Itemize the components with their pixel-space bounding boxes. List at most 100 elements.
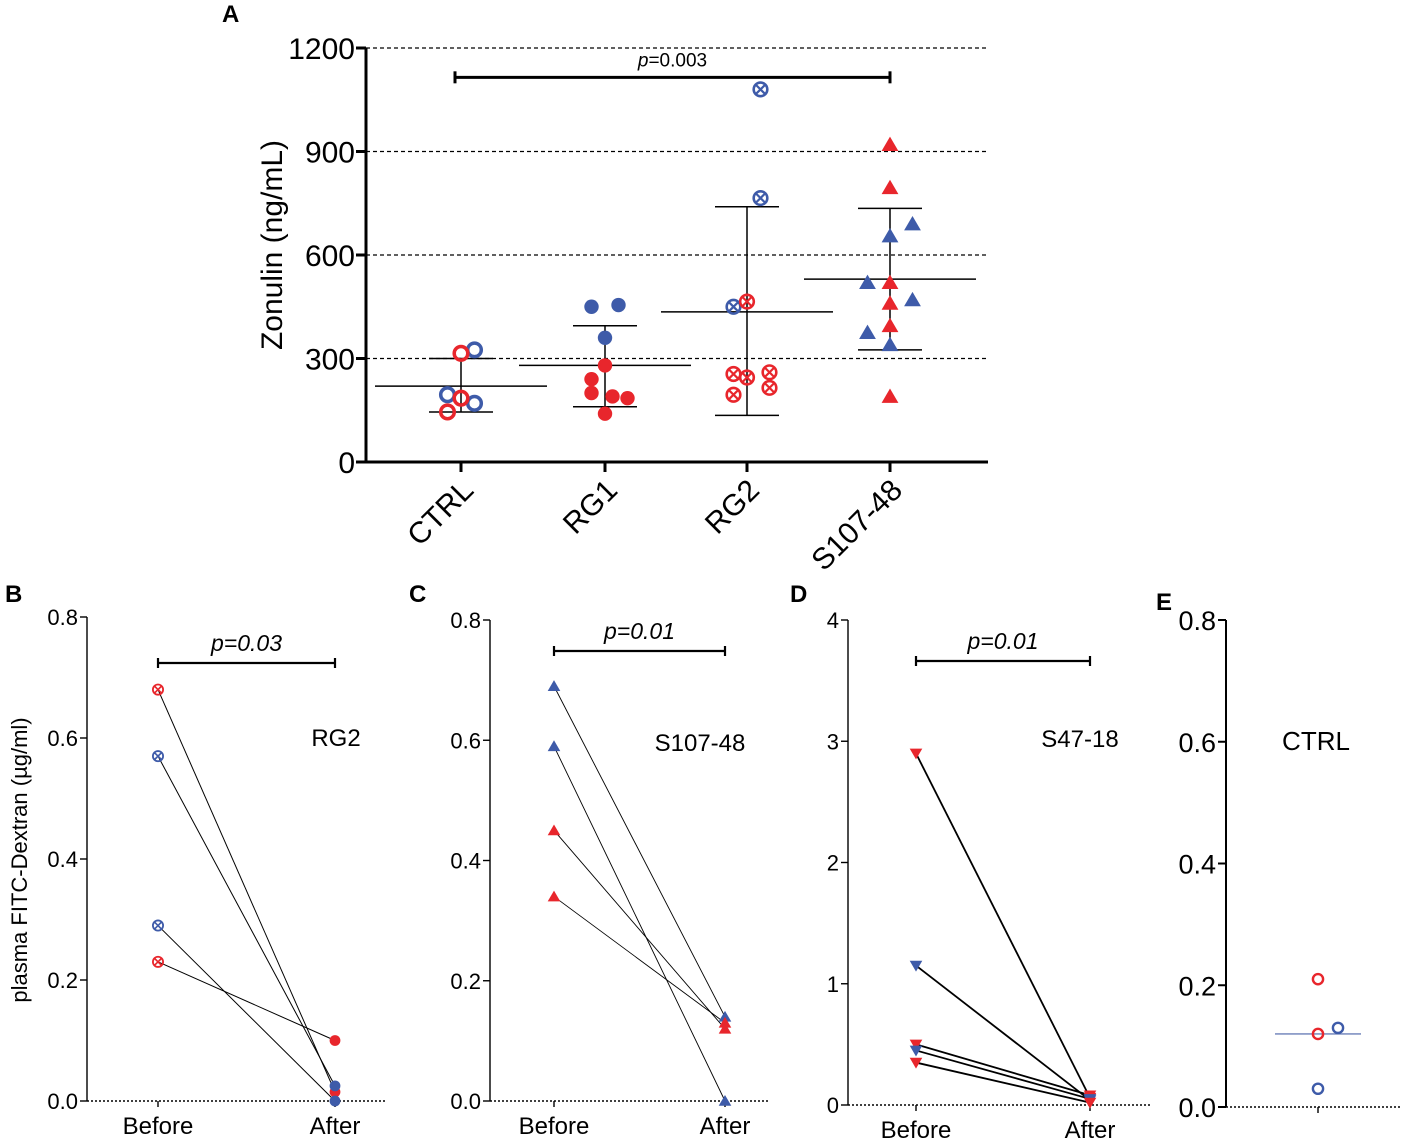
data-point-after xyxy=(330,1035,341,1046)
x-tick-label: Before xyxy=(519,1113,590,1140)
data-point xyxy=(882,318,899,332)
triangle-up-marker xyxy=(548,891,561,902)
x-tick-label: RG2 xyxy=(699,474,766,541)
triangle-up-marker xyxy=(882,337,899,351)
panel-d: D 0 1 2 3 4 Before After p=0.01 S47-18 xyxy=(790,581,1150,1143)
data-point-before xyxy=(153,920,163,930)
x-tick-label: After xyxy=(310,1113,361,1140)
data-point xyxy=(468,397,482,411)
y-tick-label: 1 xyxy=(827,972,839,997)
panel-c: C 0.00.20.40.60.8Before Afterp=0.01S107-4… xyxy=(409,581,768,1140)
triangle-up-marker xyxy=(882,180,899,194)
y-tick-label: 0.0 xyxy=(47,1089,78,1114)
x-tick-label: Before xyxy=(881,1117,952,1143)
panel-b-ylabel: plasma FITC-Dextran (µg/ml) xyxy=(7,717,32,1002)
group-label: S47-18 xyxy=(1041,726,1118,753)
data-point xyxy=(468,343,482,357)
open-circle-marker xyxy=(441,388,455,402)
data-point xyxy=(1313,974,1323,984)
data-point xyxy=(1313,1084,1323,1094)
data-point xyxy=(882,275,899,289)
group-label: S107-48 xyxy=(655,730,746,757)
panel-a: A Zonulin (ng/mL) 0 300 600 900 1200 CTRL RG1… xyxy=(222,1,988,577)
triangle-up-marker xyxy=(882,228,899,242)
triangle-down-marker xyxy=(1084,1098,1097,1109)
y-tick-label: 300 xyxy=(305,344,355,377)
y-tick-label: 0.8 xyxy=(450,608,481,633)
data-point-after xyxy=(719,1095,732,1106)
x-tick-label: Before xyxy=(123,1113,194,1140)
triangle-up-marker xyxy=(882,318,899,332)
open-circle-marker xyxy=(1313,1084,1323,1094)
panel-letter-c: C xyxy=(409,581,426,608)
series-line xyxy=(158,690,335,1092)
data-point-before xyxy=(153,957,163,967)
triangle-up-marker xyxy=(859,275,876,289)
filled-circle-marker xyxy=(330,1080,341,1091)
data-point xyxy=(754,83,768,97)
y-tick-label: 600 xyxy=(305,240,355,273)
series-line xyxy=(158,756,335,1086)
filled-circle-marker xyxy=(598,407,612,421)
x-tick-label: CTRL xyxy=(401,474,480,553)
y-tick-label: 4 xyxy=(827,608,839,633)
y-tick-label: 0.2 xyxy=(1178,971,1216,1001)
data-point xyxy=(882,137,899,151)
data-point-after xyxy=(330,1096,341,1107)
data-point-before xyxy=(910,749,923,760)
series-line xyxy=(158,962,335,1041)
data-point xyxy=(598,331,612,345)
significance-label: p=0.003 xyxy=(637,50,707,71)
x-tick-label: RG1 xyxy=(557,474,624,541)
data-point xyxy=(441,388,455,402)
triangle-up-marker xyxy=(882,295,899,309)
y-tick-label: 1200 xyxy=(288,33,355,66)
data-point xyxy=(882,295,899,309)
triangle-up-marker xyxy=(719,1095,732,1106)
data-point-before xyxy=(548,891,561,902)
data-point xyxy=(904,216,921,230)
triangle-up-marker xyxy=(548,680,561,691)
data-point xyxy=(584,386,598,400)
filled-circle-marker xyxy=(584,300,598,314)
significance-label: p=0.03 xyxy=(210,630,282,656)
panel-letter-b: B xyxy=(5,581,22,608)
series-line xyxy=(554,830,725,1028)
panel-a-ylabel: Zonulin (ng/mL) xyxy=(256,140,289,350)
y-tick-label: 3 xyxy=(827,729,839,754)
data-point xyxy=(605,389,619,403)
filled-circle-marker xyxy=(620,391,634,405)
data-point xyxy=(882,388,899,402)
y-tick-label: 900 xyxy=(305,137,355,170)
y-tick-label: 0.6 xyxy=(47,726,78,751)
data-point xyxy=(611,298,625,312)
data-point xyxy=(584,372,598,386)
filled-circle-marker xyxy=(330,1035,341,1046)
filled-circle-marker xyxy=(584,386,598,400)
filled-circle-marker xyxy=(330,1096,341,1107)
series-line xyxy=(916,966,1090,1101)
panel-letter-d: D xyxy=(790,581,807,608)
data-point xyxy=(598,358,612,372)
data-point-before xyxy=(548,740,561,751)
data-point xyxy=(859,325,876,339)
triangle-up-marker xyxy=(882,137,899,151)
data-point xyxy=(882,180,899,194)
panel-letter-a: A xyxy=(222,1,239,28)
y-tick-label: 0.2 xyxy=(47,968,78,993)
triangle-up-marker xyxy=(904,216,921,230)
y-tick-label: 0.4 xyxy=(450,849,481,874)
open-circle-marker xyxy=(1313,974,1323,984)
figure: A Zonulin (ng/mL) 03006009001200 CTRL RG1… xyxy=(0,0,1408,1143)
open-circle-marker xyxy=(1333,1023,1343,1033)
triangle-up-marker xyxy=(548,824,561,835)
data-point-after xyxy=(330,1080,341,1091)
data-point xyxy=(763,381,777,395)
series-line xyxy=(158,926,335,1101)
panel-a-significance: p=0.003 xyxy=(455,50,890,83)
y-tick-label: 0.4 xyxy=(47,847,78,872)
series-line xyxy=(554,897,725,1023)
x-tick-label: S107-48 xyxy=(805,474,909,578)
series-line xyxy=(916,753,1090,1097)
y-tick-label: 0.8 xyxy=(1178,606,1216,636)
